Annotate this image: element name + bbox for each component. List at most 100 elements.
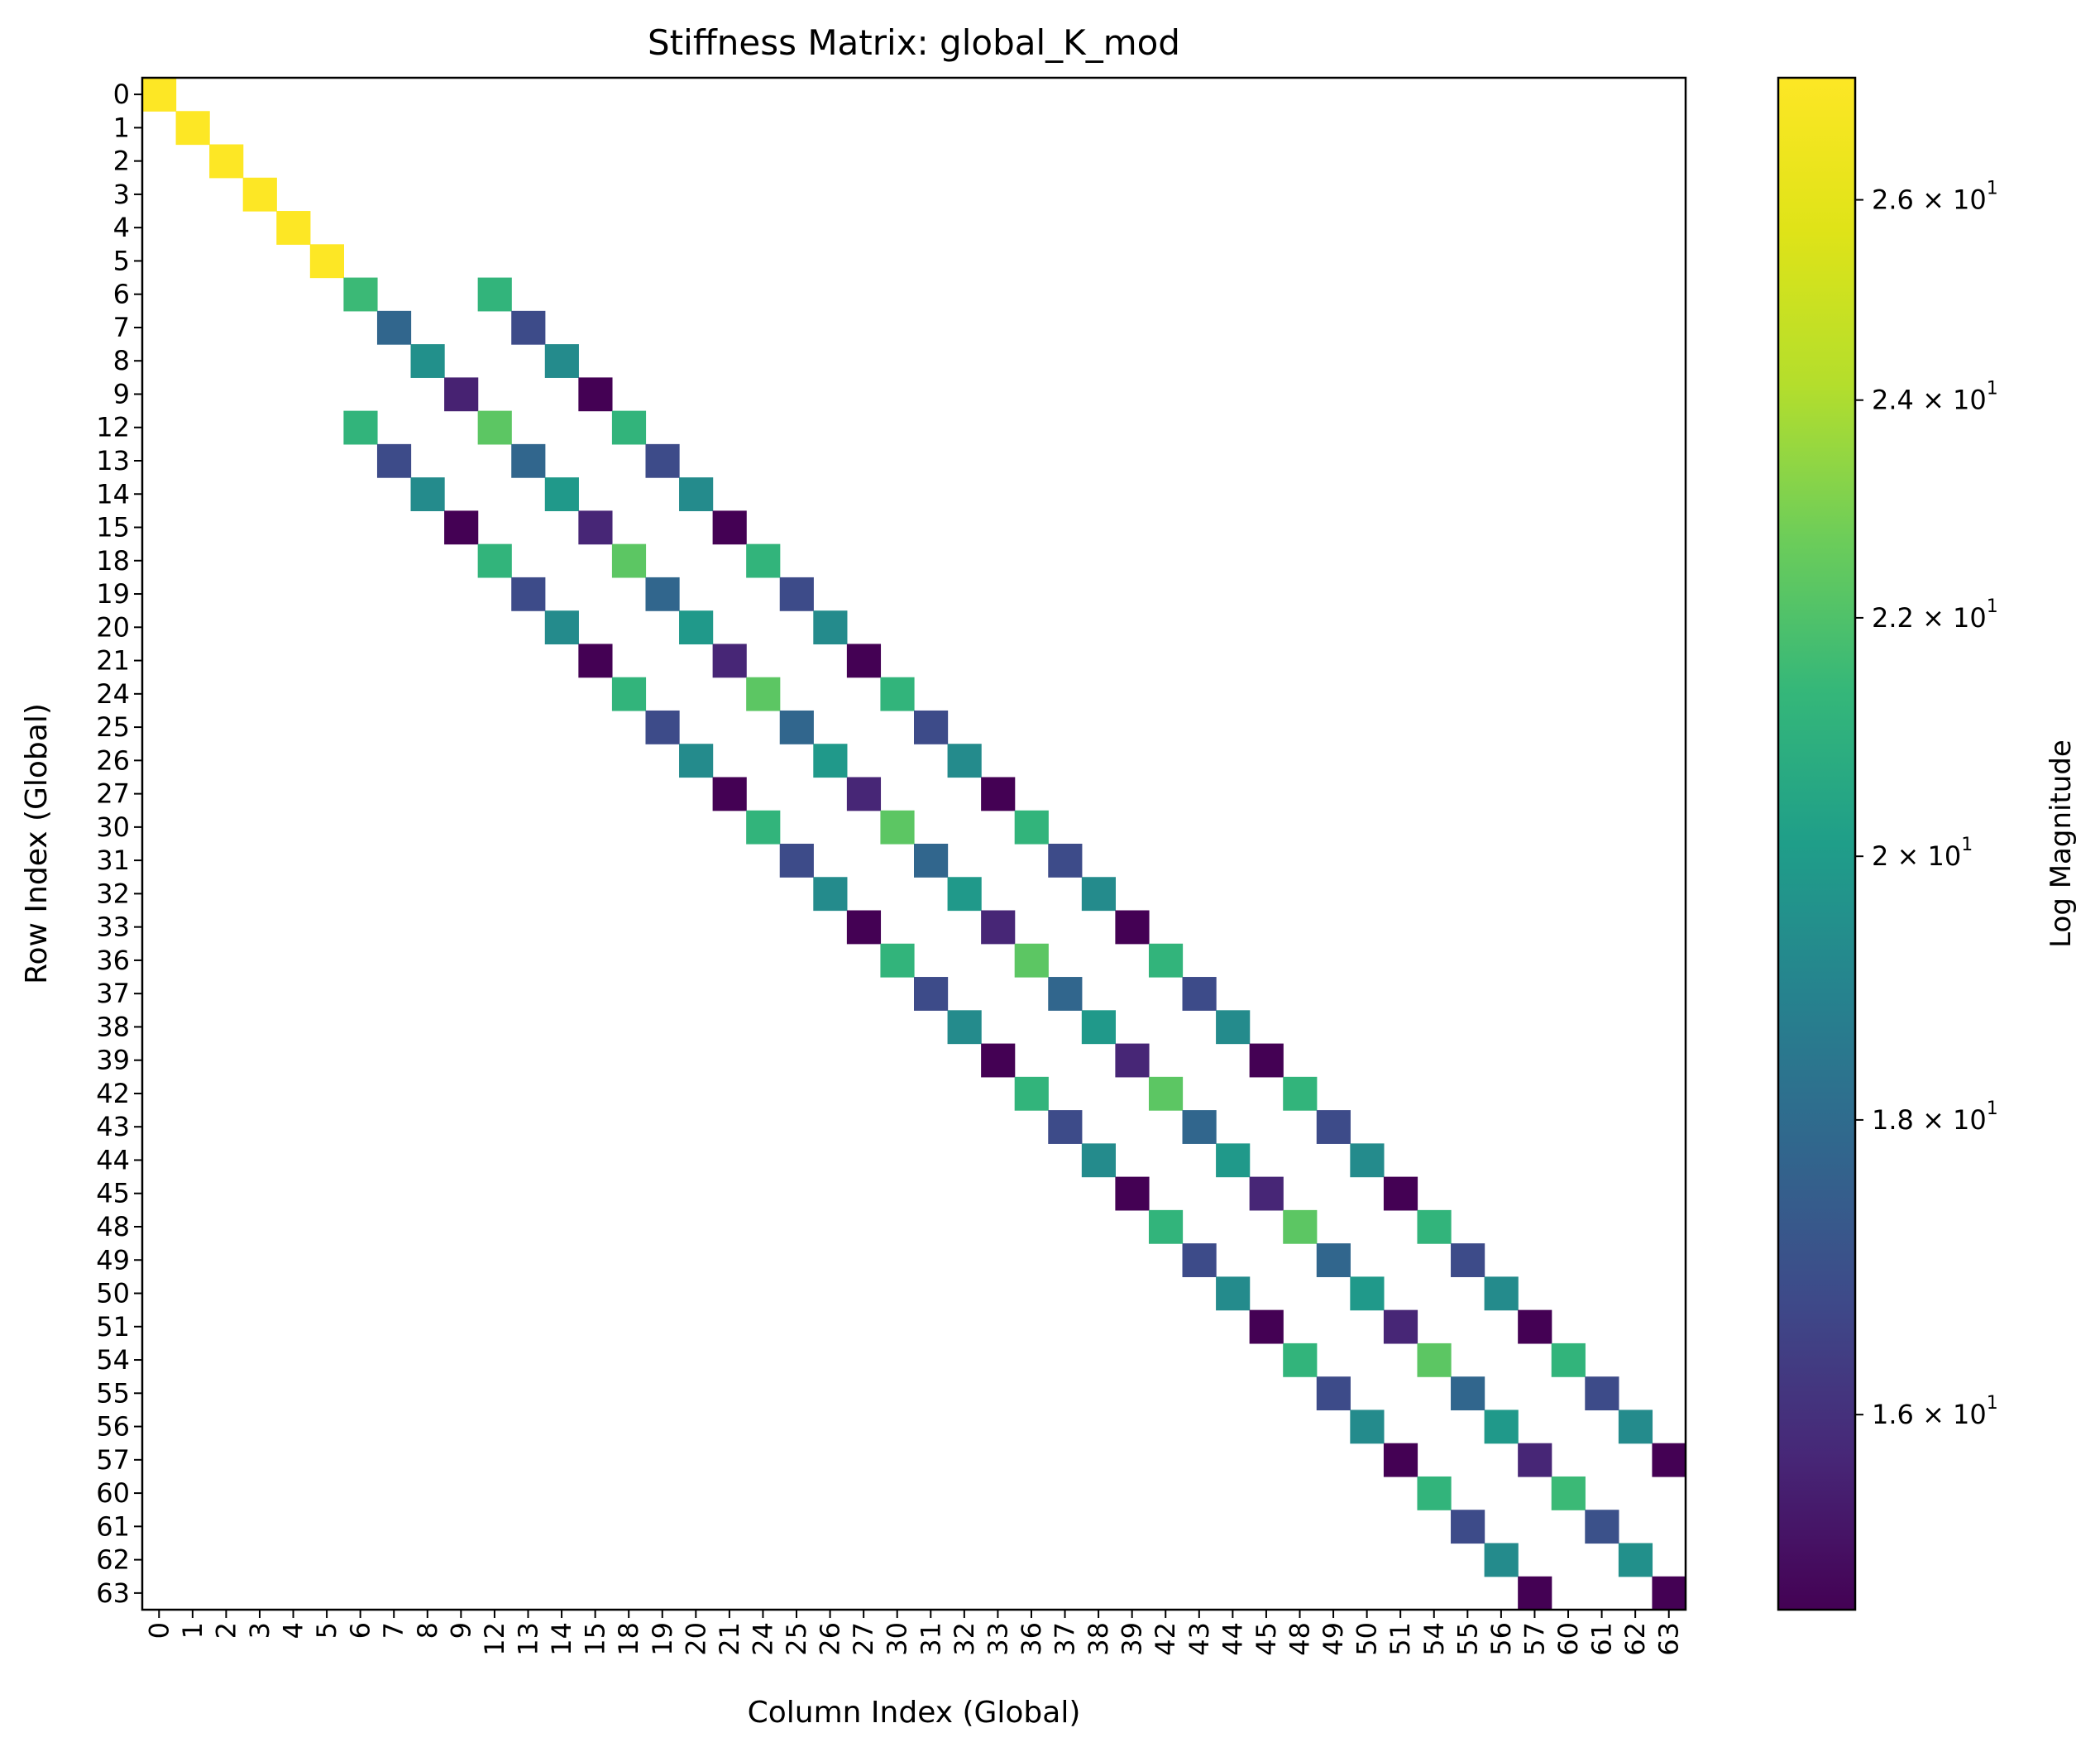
x-tick-label: 4	[278, 1622, 309, 1639]
heatmap-cell	[578, 644, 613, 678]
heatmap-cell	[1148, 943, 1184, 978]
heatmap-cells	[142, 78, 1686, 1611]
y-tick-label: 3	[113, 179, 130, 210]
heatmap-cell	[1283, 1343, 1318, 1377]
x-tick-label: 36	[1016, 1622, 1047, 1656]
heatmap-cell	[1417, 1476, 1452, 1510]
chart-title: Stiffness Matrix: global_K_mod	[648, 22, 1180, 63]
heatmap-cell	[477, 410, 512, 445]
heatmap-cell	[1316, 1110, 1351, 1144]
x-tick-label: 18	[613, 1622, 644, 1656]
x-tick-label: 26	[815, 1622, 846, 1656]
colorbar-label: Log Magnitude	[2045, 739, 2078, 948]
y-tick-label: 7	[113, 312, 130, 343]
heatmap-cell	[779, 577, 814, 611]
heatmap-cell	[1048, 844, 1083, 878]
heatmap-cell	[1249, 1043, 1284, 1078]
y-tick-label: 26	[96, 744, 130, 776]
heatmap-cell	[645, 577, 680, 611]
x-tick-label: 42	[1150, 1622, 1181, 1656]
x-tick-label: 48	[1284, 1622, 1316, 1656]
heatmap-cell	[410, 344, 445, 378]
x-tick-label: 1	[177, 1622, 208, 1639]
heatmap-cell	[1484, 1410, 1519, 1444]
x-axis-ticks: 0 1 2 3 4 5 6 7 8 9 12 13 14 15 18 19 20 21 24 25 26 27 30 31 32…	[143, 1610, 1685, 1656]
heatmap-cell	[1518, 1576, 1552, 1611]
heatmap-cell	[444, 510, 479, 545]
y-tick-label: 24	[96, 678, 130, 710]
y-tick-label: 50	[96, 1278, 130, 1309]
heatmap-cell	[981, 910, 1016, 945]
heatmap-cell	[1048, 1110, 1083, 1144]
heatmap-cell	[947, 877, 982, 912]
heatmap-cell	[813, 877, 848, 912]
heatmap-cell	[1451, 1376, 1485, 1411]
heatmap-cell	[410, 477, 445, 511]
colorbar-ticks: 1.6 × 101 1.8 × 101 2 × 101 2.2 × 101 2.4 × …	[1855, 178, 1998, 1430]
x-tick-label: 19	[647, 1622, 678, 1656]
x-tick-label: 20	[680, 1622, 711, 1656]
x-tick-label: 6	[345, 1622, 376, 1639]
x-tick-label: 12	[479, 1622, 510, 1656]
x-axis-label: Column Index (Global)	[748, 1696, 1081, 1730]
colorbar-tick-label: 2.6 × 101	[1872, 178, 1998, 216]
heatmap-cell	[1551, 1343, 1586, 1377]
heatmap-cell	[846, 644, 882, 678]
heatmap-cell	[1350, 1276, 1385, 1311]
heatmap-cell	[846, 910, 882, 945]
y-tick-label: 62	[96, 1544, 130, 1576]
y-tick-label: 51	[96, 1311, 130, 1343]
x-tick-label: 24	[747, 1622, 778, 1656]
heatmap-cell	[1484, 1543, 1519, 1577]
y-tick-label: 5	[113, 245, 130, 276]
heatmap-cell	[578, 510, 613, 545]
heatmap-cell	[1081, 1143, 1116, 1178]
heatmap-cell	[1417, 1343, 1452, 1377]
heatmap-cell	[947, 1010, 982, 1045]
y-tick-label: 61	[96, 1510, 130, 1542]
heatmap-cell	[1551, 1476, 1586, 1510]
x-tick-label: 14	[546, 1622, 577, 1656]
heatmap-cell	[477, 277, 512, 312]
x-tick-label: 2	[210, 1622, 242, 1639]
y-tick-label: 43	[96, 1111, 130, 1142]
x-tick-label: 44	[1217, 1622, 1248, 1656]
heatmap-cell	[1316, 1376, 1351, 1411]
y-tick-label: 20	[96, 611, 130, 643]
x-tick-label: 63	[1653, 1622, 1685, 1656]
heatmap-cell	[611, 543, 647, 578]
y-tick-label: 27	[96, 778, 130, 810]
y-tick-label: 19	[96, 578, 130, 610]
heatmap-cell	[679, 477, 714, 511]
heatmap-cell	[746, 810, 781, 845]
heatmap-cell	[1618, 1410, 1653, 1444]
heatmap-cell	[1048, 977, 1083, 1011]
heatmap-cell	[1182, 1110, 1217, 1144]
y-tick-label: 8	[113, 345, 130, 376]
heatmap-cell	[544, 344, 579, 378]
heatmap-cell	[1585, 1376, 1619, 1411]
x-tick-label: 39	[1117, 1622, 1148, 1656]
heatmap-cell	[1182, 1243, 1217, 1277]
y-tick-label: 36	[96, 945, 130, 976]
y-tick-label: 38	[96, 1011, 130, 1042]
heatmap-cell	[712, 777, 747, 811]
heatmap-cell	[779, 844, 814, 878]
x-tick-label: 5	[311, 1622, 342, 1639]
y-tick-label: 18	[96, 545, 130, 577]
heatmap-cell	[1249, 1309, 1284, 1344]
heatmap-cell	[511, 577, 546, 611]
heatmap-cell	[1115, 910, 1150, 945]
heatmap-cell	[1652, 1576, 1686, 1611]
y-tick-label: 9	[113, 378, 130, 409]
heatmap-cell	[679, 610, 714, 645]
y-tick-label: 48	[96, 1211, 130, 1242]
heatmap-cell	[914, 844, 949, 878]
x-tick-label: 60	[1552, 1622, 1584, 1656]
heatmap-cell	[444, 377, 479, 412]
x-tick-label: 55	[1452, 1622, 1483, 1656]
heatmap-cell	[209, 144, 244, 179]
heatmap-cell	[578, 377, 613, 412]
y-tick-label: 39	[96, 1045, 130, 1076]
heatmap-cell	[1216, 1276, 1251, 1311]
